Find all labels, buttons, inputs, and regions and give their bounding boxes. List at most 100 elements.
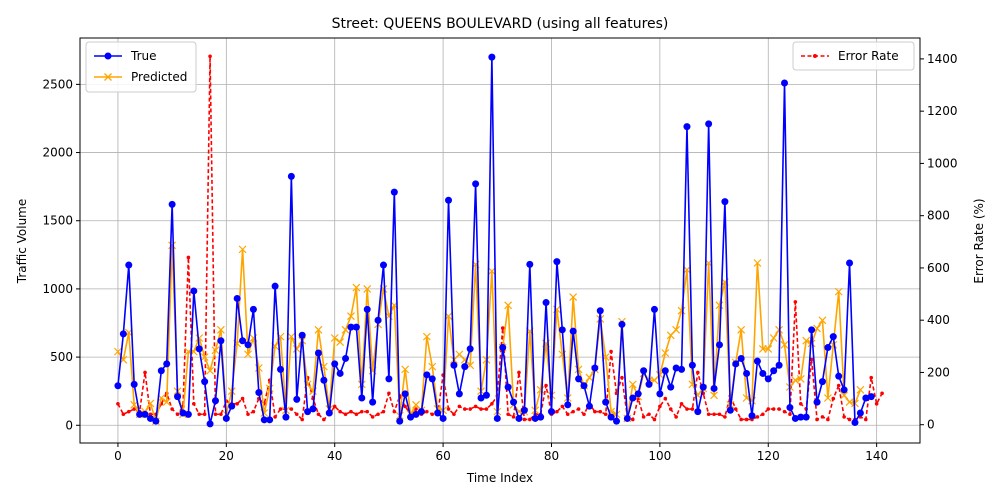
true-point	[775, 361, 783, 369]
legend-right: Error Rate	[792, 41, 915, 71]
true-point	[526, 260, 534, 268]
error-rate-point	[468, 407, 472, 411]
legend-error-label: Error Rate	[838, 49, 899, 63]
error-rate-point	[880, 391, 884, 396]
true-point	[320, 376, 328, 384]
true-point	[678, 365, 686, 373]
predicted-point	[780, 340, 789, 349]
error-rate-point	[462, 407, 467, 411]
predicted-point	[585, 373, 594, 382]
error-rate-point	[473, 404, 478, 409]
error-rate-point	[365, 409, 370, 414]
error-rate-point	[338, 409, 342, 414]
true-point	[423, 371, 431, 379]
true-point	[537, 413, 545, 421]
true-point	[119, 330, 127, 338]
true-point	[201, 378, 209, 386]
error-rate-point	[864, 417, 868, 422]
x-tick-label: 40	[327, 449, 342, 463]
x-tick-label: 0	[114, 449, 122, 463]
y-tick-label: 0	[65, 418, 73, 432]
predicted-point	[168, 241, 177, 250]
y2-tick-label: 400	[927, 313, 950, 327]
true-point	[228, 402, 236, 410]
y2-tick-label: 800	[927, 209, 950, 223]
true-point	[640, 367, 648, 375]
error-rate-point	[343, 412, 348, 417]
true-point	[580, 382, 588, 390]
y-tick-label: 1500	[42, 214, 73, 228]
true-point	[428, 375, 436, 383]
true-point	[759, 369, 767, 377]
true-point	[114, 382, 122, 390]
true-point	[553, 258, 561, 266]
true-point	[710, 384, 718, 392]
error-rate-point	[484, 407, 489, 411]
true-point	[818, 378, 826, 386]
predicted-point	[357, 380, 366, 389]
error-rate-point	[332, 404, 337, 409]
predicted-point	[162, 398, 171, 407]
error-rate-point	[712, 412, 716, 417]
true-point	[618, 320, 626, 328]
true-point	[694, 408, 702, 416]
true-point	[645, 380, 653, 388]
error-rate-point	[874, 402, 879, 406]
y-tick-label: 1000	[42, 282, 73, 296]
true-point	[439, 414, 447, 422]
true-point	[407, 413, 415, 421]
predicted-point	[737, 325, 746, 334]
error-rate-point	[208, 54, 212, 59]
true-point	[797, 413, 805, 421]
true-point	[358, 394, 366, 402]
predicted-point	[206, 366, 214, 375]
true-point	[141, 410, 149, 418]
predicted-point	[363, 284, 372, 293]
true-point	[829, 333, 837, 341]
error-rate-point	[240, 396, 245, 401]
error-rate-point	[360, 409, 364, 414]
true-point	[688, 361, 696, 369]
predicted-point	[856, 385, 865, 394]
true-point	[591, 364, 599, 372]
legend-left-box	[85, 41, 197, 93]
error-rate-point	[235, 402, 239, 406]
x-tick-label: 60	[435, 449, 450, 463]
predicted-point	[710, 391, 718, 400]
true-point	[163, 360, 171, 368]
x-axis-label: Time Index	[466, 471, 533, 485]
error-rate-point	[522, 417, 527, 422]
error-rate-point	[647, 412, 651, 417]
error-rate-point	[387, 391, 391, 396]
y-axis-label: Traffic Volume	[15, 199, 29, 285]
error-rate-point	[842, 415, 846, 419]
true-point	[130, 380, 138, 388]
error-rate-point	[582, 412, 586, 417]
true-point	[813, 398, 821, 406]
true-point	[743, 369, 751, 377]
true-point	[867, 393, 875, 401]
error-rate-point	[175, 412, 180, 417]
true-point	[791, 414, 799, 422]
true-point	[764, 375, 772, 383]
predicted-point	[292, 344, 301, 353]
true-point	[547, 408, 555, 416]
true-point	[835, 372, 843, 380]
true-point	[352, 323, 360, 331]
true-point	[856, 409, 864, 417]
error-rate-point	[143, 370, 147, 375]
error-rate-point	[809, 357, 814, 362]
error-rate-point	[528, 417, 532, 422]
true-point	[699, 383, 707, 391]
true-point	[781, 79, 789, 87]
predicted-point	[336, 338, 345, 347]
predicted-point	[769, 334, 778, 342]
error-rate-point	[798, 402, 803, 406]
x-tick-label: 80	[544, 449, 559, 463]
true-point	[271, 282, 279, 290]
true-point	[396, 417, 404, 425]
true-point	[461, 363, 469, 371]
error-rate-point	[354, 412, 359, 417]
predicted-line	[117, 244, 862, 422]
predicted-point	[840, 391, 849, 400]
